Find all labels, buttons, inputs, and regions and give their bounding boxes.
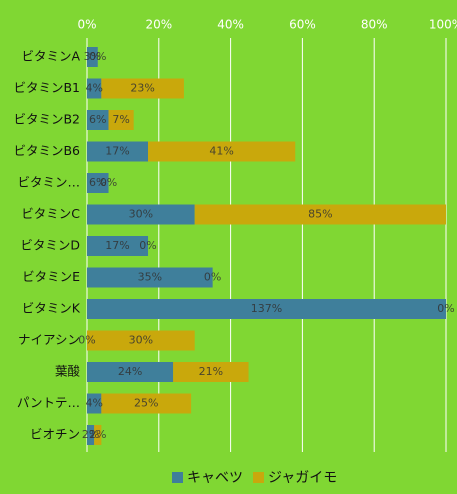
- bar-segment: [87, 267, 213, 288]
- value-label: 0%: [204, 271, 221, 284]
- value-label: 6%: [89, 113, 106, 126]
- legend-swatch: [172, 472, 183, 483]
- bar-segment: [87, 204, 195, 225]
- bar-segment: [94, 425, 102, 445]
- value-label: 7%: [112, 113, 129, 126]
- x-tick-label: 40%: [217, 18, 244, 32]
- value-label: 35%: [138, 271, 162, 284]
- value-label: 137%: [251, 302, 282, 315]
- value-label: 85%: [308, 208, 332, 221]
- bar-segment: [87, 236, 149, 256]
- bar-segment: [87, 141, 149, 162]
- value-label: 23%: [130, 82, 154, 95]
- bar-segment: [87, 330, 195, 351]
- bars: [87, 47, 446, 445]
- value-label: 2%: [89, 428, 106, 441]
- x-tick-label: 80%: [361, 18, 388, 32]
- value-label: 4%: [85, 82, 102, 95]
- value-label: 0%: [437, 302, 454, 315]
- x-tick-label: 0%: [77, 18, 96, 32]
- value-label: 0%: [139, 239, 156, 252]
- value-label: 30%: [129, 334, 153, 347]
- value-label: 2%: [82, 428, 99, 441]
- legend-label: キャベツ: [187, 470, 243, 486]
- category-label: 葉酸: [55, 364, 81, 379]
- value-label: 30%: [129, 208, 153, 221]
- value-label: 24%: [118, 365, 142, 378]
- x-tick-label: 20%: [145, 18, 172, 32]
- legend-label: ジャガイモ: [268, 470, 337, 486]
- bar-segment: [87, 393, 102, 414]
- bar-segment: [87, 173, 109, 193]
- bar-segment: [173, 362, 249, 382]
- bar-segment: [87, 362, 174, 382]
- category-label: ビタミンB1: [13, 80, 80, 95]
- category-label: ビタミンB2: [13, 112, 80, 127]
- bar-segment: [87, 47, 98, 67]
- category-label: ビタミンE: [22, 269, 80, 284]
- category-label: ビタミン…: [17, 175, 80, 190]
- category-label: ナイアシン: [18, 332, 80, 347]
- value-label: 0%: [78, 334, 95, 347]
- value-label: 4%: [85, 397, 102, 410]
- category-label: ビタミンK: [22, 301, 81, 316]
- category-label: ビオチン: [30, 427, 80, 442]
- value-label: 41%: [209, 145, 233, 158]
- bar-segment: [108, 110, 134, 130]
- bar-segment: [87, 78, 102, 99]
- value-label: 25%: [134, 397, 158, 410]
- value-label: 3%: [84, 50, 101, 63]
- category-label: ビタミンA: [21, 49, 80, 64]
- bar-segment: [101, 393, 192, 414]
- bar-segment: [194, 204, 446, 225]
- value-label: 17%: [105, 239, 129, 252]
- category-label: ビタミンD: [20, 238, 80, 253]
- category-label: パントテ…: [17, 395, 80, 410]
- bar-segment: [101, 78, 184, 99]
- value-label: 0%: [100, 176, 117, 189]
- value-label: 6%: [89, 176, 106, 189]
- category-label: ビタミンB6: [13, 143, 80, 158]
- bar-segment: [87, 110, 109, 130]
- value-label: 21%: [199, 365, 223, 378]
- bar-segment: [87, 425, 95, 445]
- bar-segment: [87, 299, 446, 319]
- category-label: ビタミンC: [21, 206, 80, 221]
- legend-swatch: [253, 472, 264, 483]
- bar-segment: [148, 141, 296, 162]
- x-tick-label: 100%: [429, 18, 457, 32]
- value-label: 17%: [105, 145, 129, 158]
- value-label: 0%: [89, 50, 106, 63]
- x-tick-label: 60%: [289, 18, 316, 32]
